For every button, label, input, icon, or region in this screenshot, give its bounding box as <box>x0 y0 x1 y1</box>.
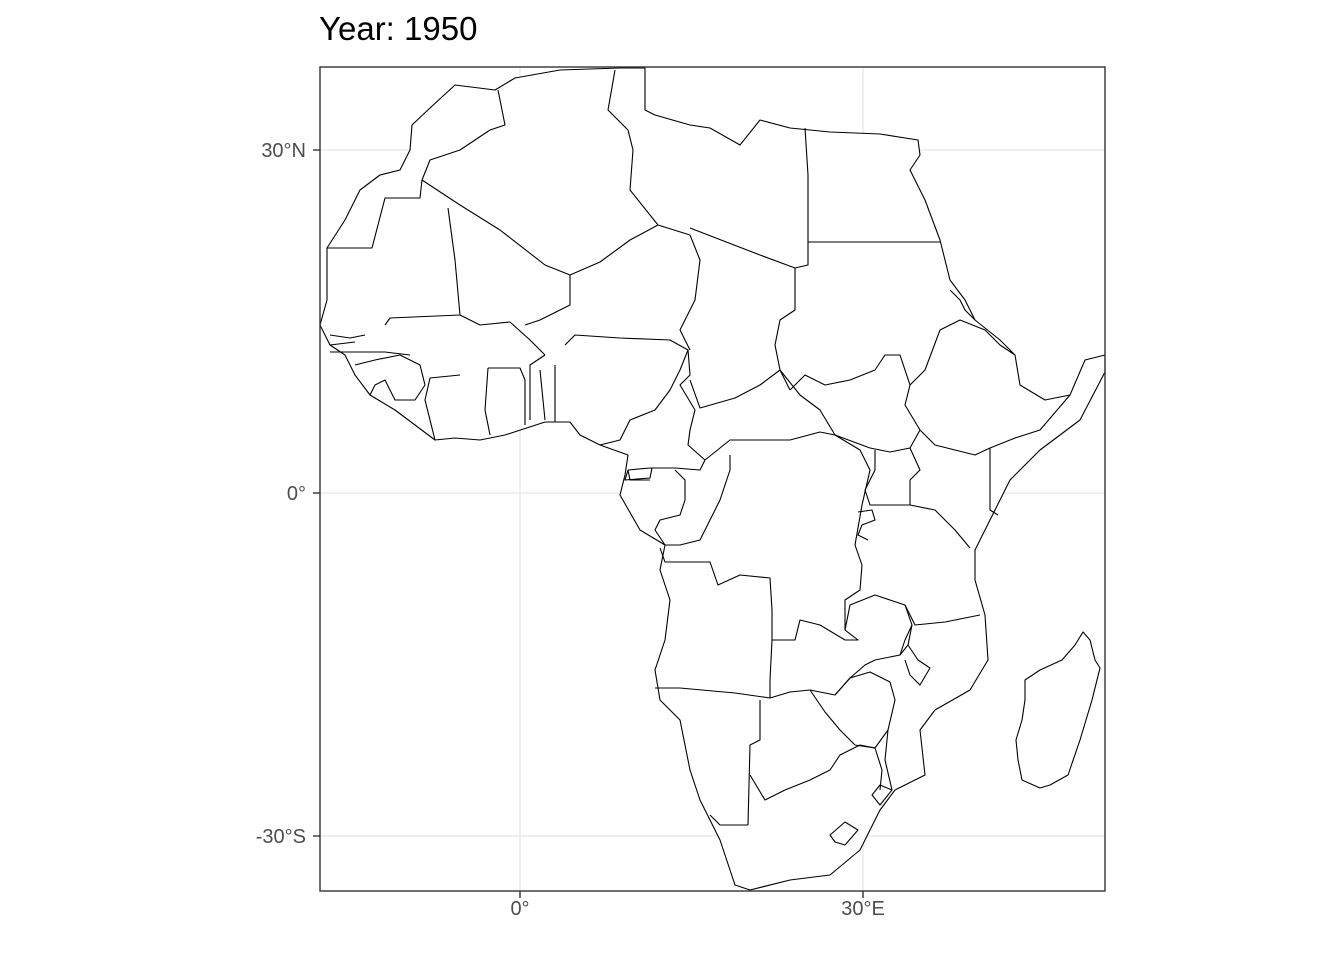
border-ghana <box>484 367 526 436</box>
border-morocco-algeria <box>421 89 506 181</box>
panel-border <box>319 66 1106 892</box>
border-tunisia-libya <box>607 69 659 226</box>
border-congo-gabon <box>624 455 731 546</box>
country-borders <box>327 69 1071 846</box>
border-namibia-botswana <box>747 700 761 826</box>
border-libya-chad <box>689 227 796 269</box>
border-rwanda-burundi <box>857 509 876 541</box>
x-tick-label-0: 0° <box>510 898 529 920</box>
axis-ticks <box>313 149 864 898</box>
border-ivory-coast <box>424 374 461 441</box>
border-lesotho <box>829 821 859 846</box>
border-malawi <box>899 624 931 686</box>
x-tick-label-30e: 30°E <box>841 898 885 920</box>
border-chad-niger <box>679 234 701 351</box>
border-guinea <box>354 354 426 401</box>
border-angola <box>655 687 811 699</box>
y-tick-label-30s: -30°S <box>256 826 306 848</box>
border-botswana-south-africa <box>749 744 883 801</box>
africa-landmass <box>319 67 1106 891</box>
border-south-africa-namibia <box>709 814 748 826</box>
y-tick-label-0: 0° <box>287 483 306 505</box>
border-kenya-somalia <box>989 448 999 516</box>
border-eq-guinea <box>627 469 650 481</box>
border-mali-burkina <box>459 314 546 356</box>
border-central-african-republic <box>689 369 871 449</box>
border-benin-togo <box>529 354 556 422</box>
border-niger-mali <box>524 275 571 326</box>
border-tanzania-mozambique <box>904 604 981 626</box>
border-cameroon <box>627 349 706 471</box>
border-nigeria <box>564 334 689 446</box>
y-tick-label-30n: 30°N <box>261 140 306 162</box>
border-western-sahara <box>327 179 423 249</box>
border-libya-egypt <box>794 127 809 269</box>
map-title: Year: 1950 <box>319 10 478 47</box>
africa-coastline <box>319 67 1106 891</box>
border-uganda <box>864 447 921 506</box>
border-kenya-tanzania <box>909 504 971 549</box>
border-mozambique-south <box>871 729 893 806</box>
madagascar <box>1015 631 1101 789</box>
border-senegal-gambia <box>329 334 411 356</box>
border-eritrea <box>949 289 976 321</box>
border-sudan-chad <box>774 268 796 391</box>
